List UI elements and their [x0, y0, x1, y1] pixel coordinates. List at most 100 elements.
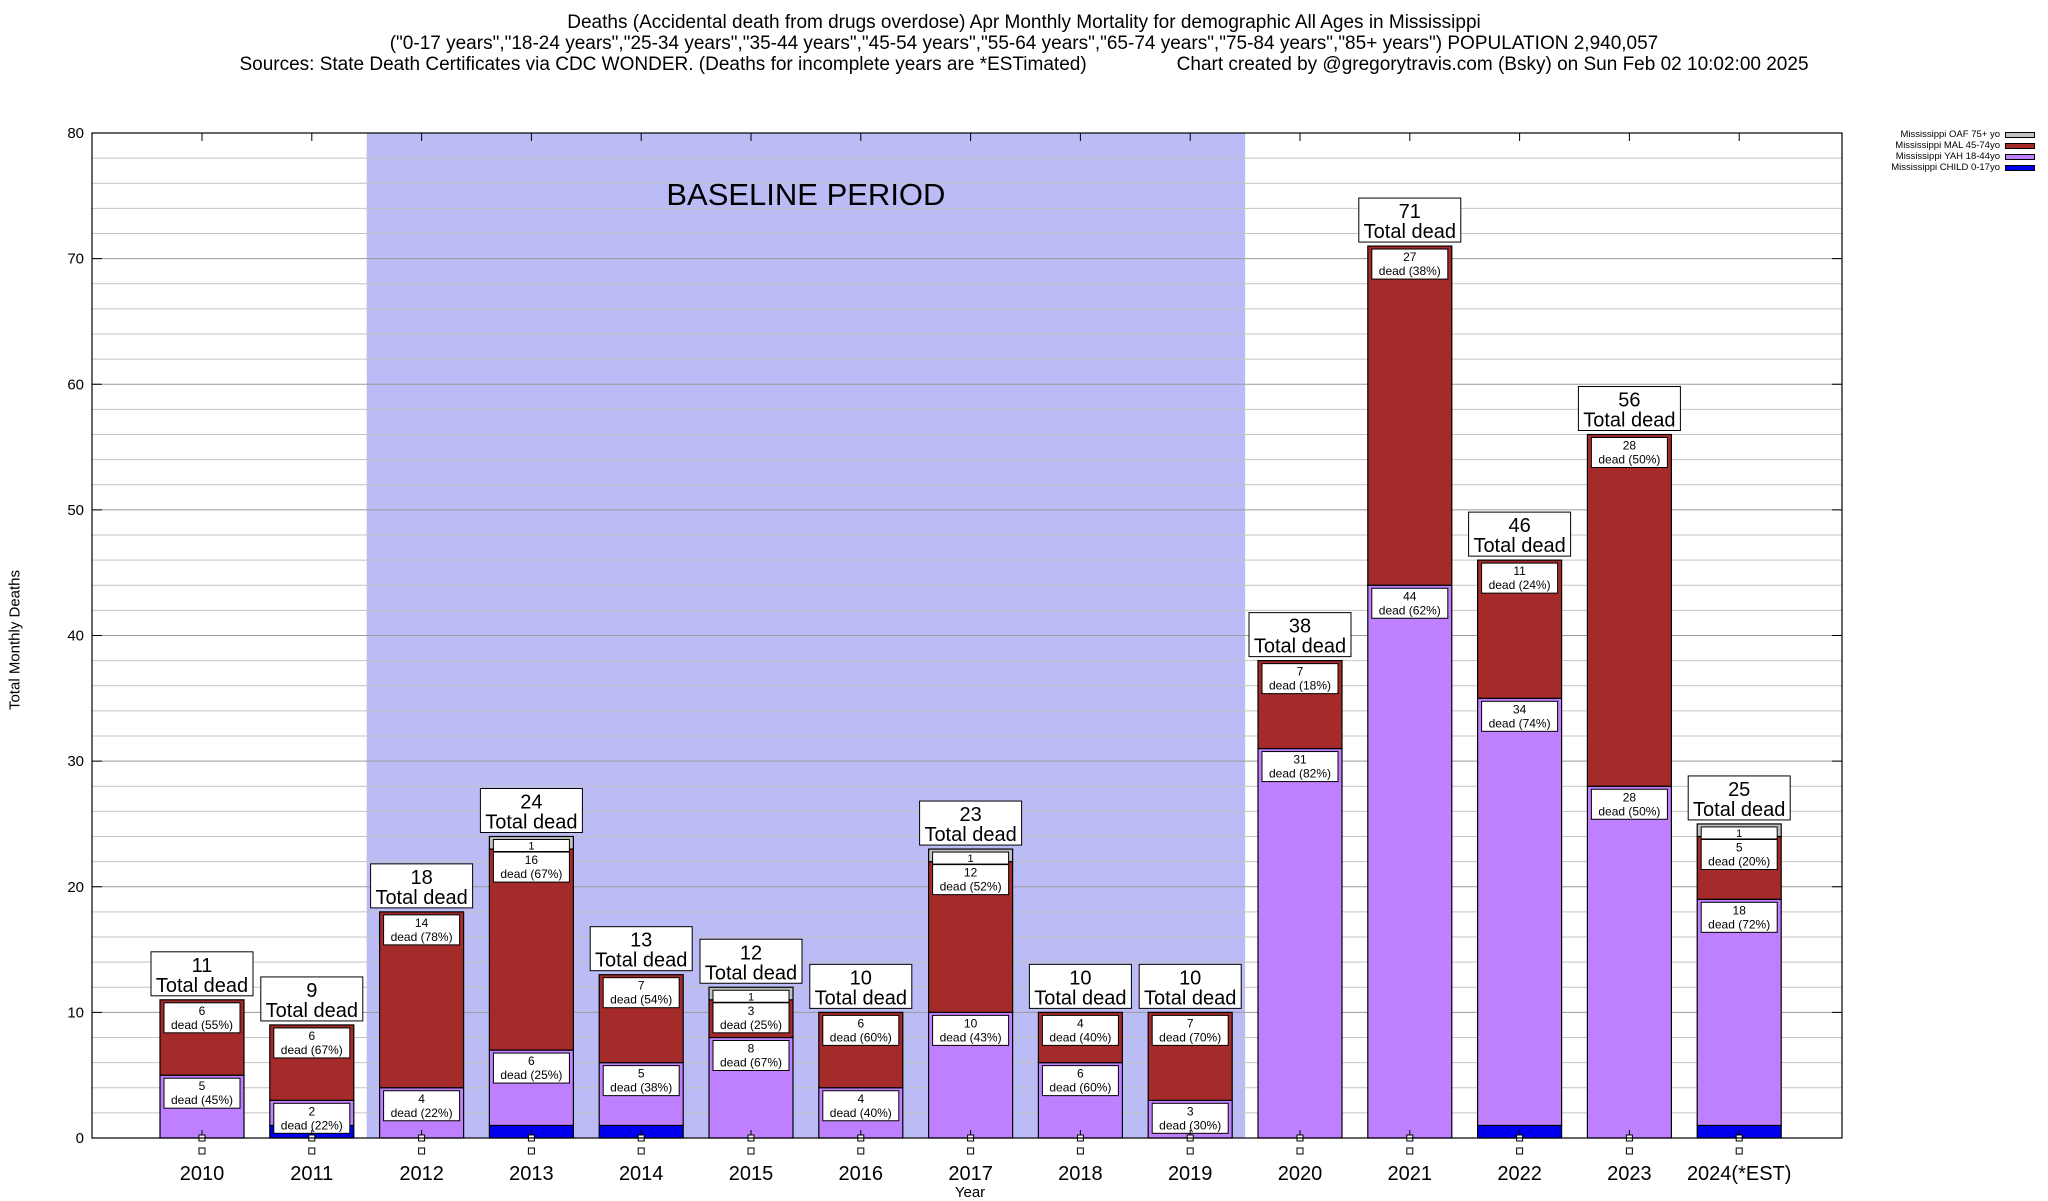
- segment-value-label: 7: [1187, 1016, 1194, 1030]
- x-label-marker: [1406, 1147, 1414, 1155]
- total-label-box: [809, 963, 913, 1009]
- x-tick-label: 2023: [1607, 1163, 1652, 1185]
- x-axis-label: Year: [954, 1184, 986, 1201]
- sources-note: Sources: State Death Certificates via CD…: [239, 54, 1087, 75]
- x-label-marker: [857, 1147, 865, 1155]
- total-suffix-label: Total dead: [595, 950, 687, 972]
- legend-label-child: Mississippi CHILD 0-17yo: [1891, 162, 2000, 173]
- segment-percent-label: dead (60%): [830, 1030, 892, 1044]
- legend-swatch-oaf: [2005, 131, 2035, 138]
- x-tick-label: 2012: [399, 1163, 444, 1185]
- bar-segment: [1476, 697, 1563, 1127]
- segment-percent-label: dead (52%): [940, 880, 1002, 894]
- segment-percent-label: dead (25%): [500, 1068, 562, 1082]
- segment-value-label: 12: [964, 866, 978, 880]
- total-value-label: 24: [520, 792, 542, 814]
- segment-percent-label: dead (22%): [281, 1118, 343, 1132]
- segment-value-label: 27: [1403, 250, 1417, 264]
- total-suffix-label: Total dead: [1693, 799, 1785, 821]
- x-label-marker: [637, 1147, 645, 1155]
- x-tick-label: 2020: [1278, 1163, 1323, 1185]
- total-suffix-label: Total dead: [156, 975, 248, 997]
- segment-percent-label: dead (78%): [391, 930, 453, 944]
- segment-value-label: 16: [525, 853, 539, 867]
- y-tick-label: 30: [67, 753, 84, 770]
- segment-percent-label: dead (67%): [500, 867, 562, 881]
- segment-label-box: [712, 989, 790, 1003]
- segment-value-label: 4: [1077, 1016, 1084, 1030]
- x-label-marker: [1516, 1147, 1524, 1155]
- segment-percent-label: dead (60%): [1049, 1081, 1111, 1095]
- total-suffix-label: Total dead: [1364, 221, 1456, 243]
- total-value-label: 23: [959, 804, 981, 826]
- x-tick-label: 2011: [290, 1163, 333, 1185]
- total-value-label: 10: [850, 967, 872, 989]
- x-label-marker: [967, 1147, 975, 1155]
- total-suffix-label: Total dead: [266, 1000, 358, 1022]
- segment-percent-label: dead (82%): [1269, 767, 1331, 781]
- segment-value-label: 28: [1623, 790, 1637, 804]
- segment-value-label: 28: [1623, 439, 1637, 453]
- total-suffix-label: Total dead: [375, 887, 467, 909]
- segment-value-label: 3: [1187, 1104, 1194, 1118]
- y-tick-label: 20: [67, 879, 84, 896]
- segment-label-box: [932, 1014, 1010, 1046]
- segment-label-box: [1261, 663, 1339, 695]
- x-tick-label: 2022: [1497, 1163, 1542, 1185]
- segment-value-label: 4: [857, 1092, 864, 1106]
- segment-percent-label: dead (18%): [1269, 679, 1331, 693]
- segment-label-box: [712, 1040, 790, 1071]
- y-tick-label: 50: [67, 502, 84, 519]
- chart-title-line-2: ("0-17 years","18-24 years","25-34 years…: [389, 33, 1659, 54]
- legend-swatch-child: [2005, 164, 2035, 171]
- segment-label-box: [1371, 248, 1449, 280]
- total-value-label: 71: [1399, 201, 1421, 223]
- segment-percent-label: dead (74%): [1489, 716, 1551, 730]
- total-label-box: [1358, 197, 1462, 243]
- x-label-marker: [1296, 1147, 1304, 1155]
- total-suffix-label: Total dead: [1034, 987, 1126, 1009]
- segment-percent-label: dead (72%): [1708, 917, 1770, 931]
- total-value-label: 13: [630, 930, 652, 952]
- segment-value-label: 5: [199, 1079, 206, 1093]
- segment-label-box: [1590, 437, 1668, 468]
- segment-label-box: [273, 1102, 351, 1134]
- y-tick-label: 60: [67, 376, 84, 393]
- segment-value-label: 1: [528, 841, 534, 853]
- total-label-box: [699, 938, 803, 984]
- segment-percent-label: dead (67%): [281, 1043, 343, 1057]
- bar-segment: [1367, 245, 1453, 586]
- y-tick-label: 0: [76, 1130, 84, 1147]
- segment-label-box: [492, 851, 570, 883]
- segment-value-label: 5: [638, 1067, 645, 1081]
- segment-value-label: 34: [1513, 702, 1527, 716]
- segment-percent-label: dead (24%): [1489, 578, 1551, 592]
- total-value-label: 46: [1508, 515, 1530, 537]
- chart-title-line-1: Deaths (Accidental death from drugs over…: [567, 12, 1481, 33]
- segment-label-box: [1700, 826, 1778, 840]
- total-suffix-label: Total dead: [705, 962, 797, 984]
- segment-percent-label: dead (25%): [720, 1018, 782, 1032]
- chart-title-line-3: Sources: State Death Certificates via CD…: [0, 54, 2048, 75]
- segment-percent-label: dead (67%): [720, 1056, 782, 1070]
- x-label-marker: [747, 1147, 755, 1155]
- x-label-marker: [1076, 1147, 1084, 1155]
- segment-label-box: [273, 1027, 351, 1059]
- x-tick-label: 2019: [1168, 1163, 1213, 1185]
- x-tick-label: 2013: [509, 1163, 554, 1185]
- total-value-label: 18: [410, 867, 432, 889]
- segment-value-label: 6: [308, 1029, 315, 1043]
- total-suffix-label: Total dead: [485, 812, 577, 834]
- total-label-box: [1248, 612, 1352, 658]
- segment-percent-label: dead (62%): [1379, 603, 1441, 617]
- total-value-label: 56: [1618, 390, 1640, 412]
- segment-percent-label: dead (43%): [940, 1030, 1002, 1044]
- legend-swatch-mal: [2005, 142, 2035, 149]
- legend-label-mal: Mississippi MAL 45-74yo: [1895, 140, 2000, 151]
- total-value-label: 10: [1069, 967, 1091, 989]
- segment-percent-label: dead (20%): [1708, 855, 1770, 869]
- segment-label-box: [163, 1077, 241, 1109]
- y-tick-label: 40: [67, 628, 84, 645]
- legend-label-yah: Mississippi YAH 18-44yo: [1895, 151, 2000, 162]
